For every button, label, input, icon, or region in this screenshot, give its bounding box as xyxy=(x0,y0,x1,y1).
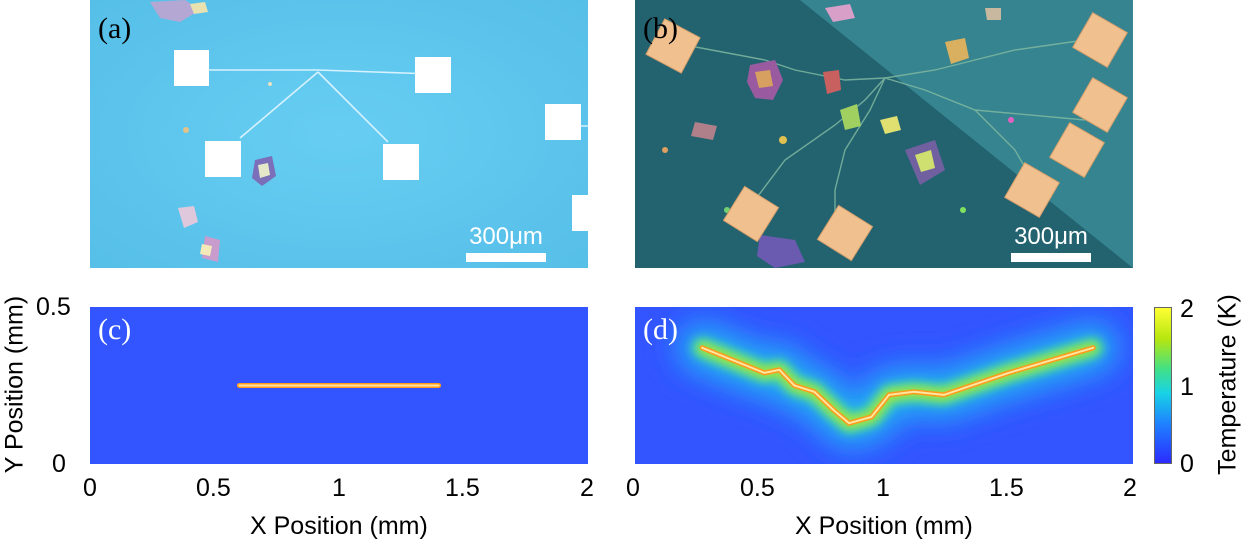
colorbar-tick-0: 0 xyxy=(1180,450,1194,478)
colorbar-label: Temperature (K) xyxy=(1213,294,1242,475)
scale-bar-b-line xyxy=(1011,253,1091,262)
y-tick-0: 0 xyxy=(52,450,66,478)
scale-bar-b-label: 300μm xyxy=(1014,223,1088,250)
panel-label-b: (b) xyxy=(643,12,678,45)
x-tick-d-2: 2 xyxy=(1123,474,1137,502)
colorbar-tick-2: 2 xyxy=(1180,295,1194,323)
panel-label-d: (d) xyxy=(643,313,678,346)
x-tick-d-0: 0 xyxy=(626,474,640,502)
scale-bar-a-line xyxy=(466,253,546,262)
micrograph-b-image xyxy=(635,0,1133,268)
panel-label-a: (a) xyxy=(98,12,132,45)
heatmap-c-plot xyxy=(90,307,588,464)
micrograph-a: (a) 300μm xyxy=(90,0,588,268)
x-tick-c-0: 0 xyxy=(83,474,97,502)
x-tick-c-0-5: 0.5 xyxy=(196,474,231,502)
heatmap-d: (d) xyxy=(635,307,1133,464)
x-axis-label-d: X Position (mm) xyxy=(795,512,973,540)
colorbar-tick-1: 1 xyxy=(1180,373,1194,401)
y-axis-label: Y Position (mm) xyxy=(0,295,29,474)
heater-wire-center xyxy=(701,346,1095,425)
x-axis-label-c: X Position (mm) xyxy=(250,512,428,540)
heatmap-c: (c) xyxy=(90,307,588,464)
micrograph-a-image xyxy=(90,0,588,268)
panel-label-c: (c) xyxy=(98,313,132,346)
scale-bar-a-label: 300μm xyxy=(469,223,543,250)
heatmap-d-plot xyxy=(635,307,1133,464)
y-tick-0-5: 0.5 xyxy=(36,293,71,321)
colorbar xyxy=(1154,307,1172,464)
x-tick-c-1-5: 1.5 xyxy=(445,474,480,502)
x-tick-d-1: 1 xyxy=(876,474,890,502)
x-tick-d-1-5: 1.5 xyxy=(989,474,1024,502)
micrograph-b: (b) 300μm xyxy=(635,0,1133,268)
x-tick-c-1: 1 xyxy=(332,474,346,502)
x-tick-d-0-5: 0.5 xyxy=(740,474,775,502)
scale-bar-a: 300μm xyxy=(466,223,546,262)
x-tick-c-2: 2 xyxy=(580,474,594,502)
scale-bar-b: 300μm xyxy=(1011,223,1091,262)
